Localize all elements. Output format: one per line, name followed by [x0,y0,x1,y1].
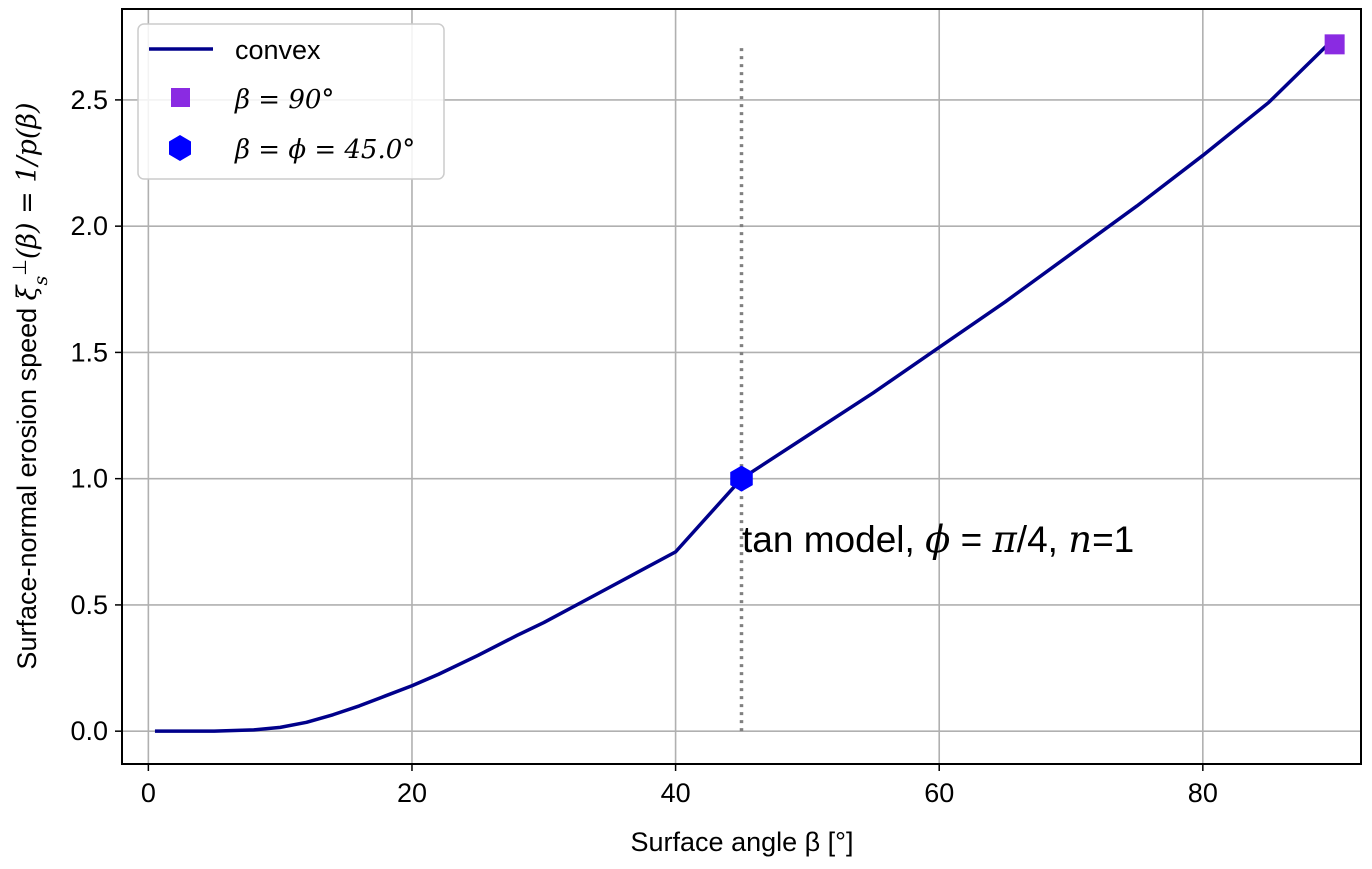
x-tick-label: 60 [924,778,954,808]
legend-label-beta-phi: β = ϕ = 45.0° [234,135,415,165]
plot-frame [121,8,1362,765]
y-tick-label: 2.0 [70,211,108,241]
legend-marker-square [171,88,190,107]
legend-label-beta-90: β = 90° [234,85,334,115]
annotation: tan model, ϕ = π/4, n=1 [742,518,1134,561]
y-axis-label: Surface-normal erosion speed ξs⊥(β) = 1/… [10,102,53,669]
marker-beta-phi [730,465,753,492]
x-tick-label: 80 [1188,778,1218,808]
x-axis-label: Surface angle β [°] [631,827,854,857]
y-tick-label: 1.0 [70,464,108,494]
x-tick-label: 0 [141,778,156,808]
y-tick-label: 1.5 [70,337,108,367]
series-line-convex [154,43,1330,733]
x-tick-label: 40 [661,778,691,808]
legend: convex β = 90° β = ϕ = 45.0° [137,23,445,180]
y-tick-label: 0.0 [70,716,108,746]
legend-label-convex: convex [235,35,321,65]
series-layer [154,34,1345,733]
legend-marker-hexagon [169,135,191,161]
x-tick-label: 20 [397,778,427,808]
y-axis: 0.0 0.5 1.0 1.5 2.0 2.5 [70,85,122,746]
marker-beta-90 [1324,34,1345,55]
y-tick-label: 0.5 [70,590,108,620]
y-tick-label: 2.5 [70,85,108,115]
legend-box [137,23,445,180]
x-axis: 0 20 40 60 80 [141,764,1218,808]
